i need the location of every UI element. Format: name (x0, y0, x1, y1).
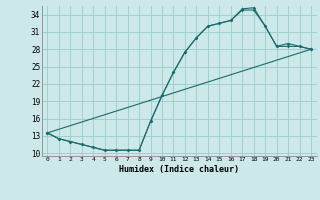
X-axis label: Humidex (Indice chaleur): Humidex (Indice chaleur) (119, 165, 239, 174)
